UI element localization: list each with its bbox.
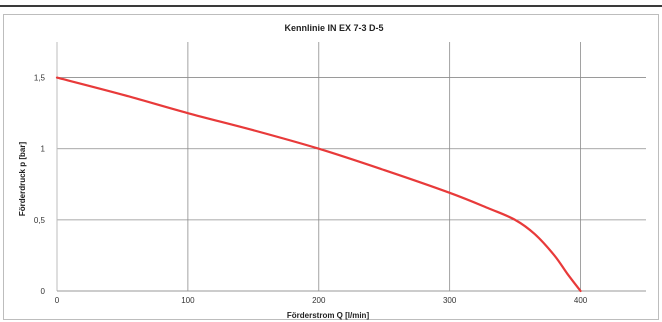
chart-title: Kennlinie IN EX 7-3 D-5 xyxy=(284,23,383,33)
y-tick-label-3: 1,5 xyxy=(34,74,46,83)
x-tick-label-4: 400 xyxy=(574,296,588,305)
grid-lines xyxy=(57,42,646,291)
series-layer xyxy=(55,76,582,293)
chart-container xyxy=(3,14,659,320)
tick-labels: 0 100 200 300 400 0 0,5 1 1,5 xyxy=(34,74,588,305)
x-tick-label-2: 200 xyxy=(312,296,326,305)
y-tick-label-2: 1 xyxy=(41,145,46,154)
x-tick-label-3: 300 xyxy=(443,296,457,305)
y-tick-label-0: 0 xyxy=(41,287,46,296)
y-tick-label-1: 0,5 xyxy=(34,216,46,225)
x-tick-label-0: 0 xyxy=(55,296,60,305)
y-axis-title: Förderdruck p [bar] xyxy=(18,142,27,217)
x-tick-label-1: 100 xyxy=(181,296,195,305)
series-line-0 xyxy=(55,76,582,293)
axes xyxy=(56,42,646,292)
x-axis-title: Förderstrom Q [l/min] xyxy=(287,311,370,320)
top-divider xyxy=(0,5,662,7)
